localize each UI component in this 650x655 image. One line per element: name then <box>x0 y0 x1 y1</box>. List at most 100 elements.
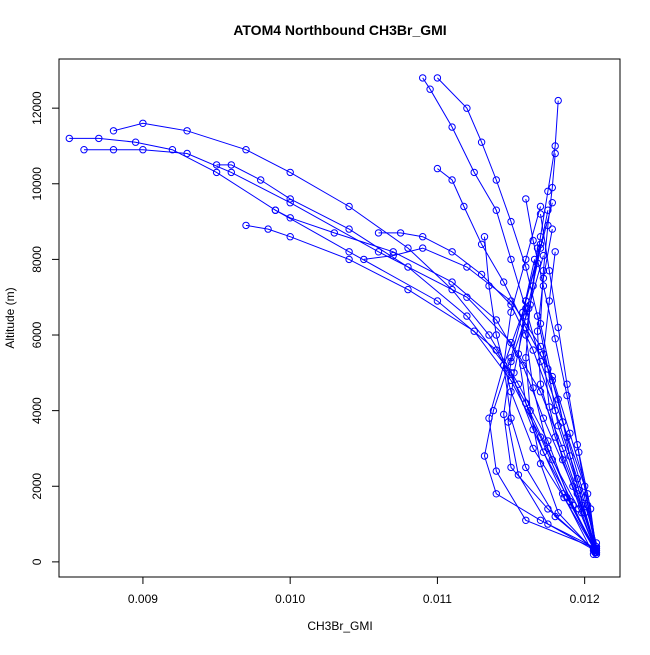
series-line <box>488 259 597 550</box>
plot-area <box>65 74 601 558</box>
y-tick-label: 4000 <box>30 397 44 424</box>
data-point <box>463 104 471 112</box>
data-point <box>131 138 140 146</box>
data-point <box>360 255 368 264</box>
data-point <box>578 509 586 517</box>
data-point <box>448 248 456 256</box>
data-point <box>389 248 397 256</box>
data-point <box>507 217 515 226</box>
data-point <box>212 161 221 169</box>
data-point <box>492 206 500 214</box>
data-point <box>548 199 556 207</box>
data-point <box>536 459 545 468</box>
data-point <box>507 463 515 472</box>
series-line <box>525 248 594 551</box>
data-point <box>551 433 559 441</box>
data-point <box>470 327 478 335</box>
data-point <box>109 146 118 154</box>
series-line <box>503 206 594 549</box>
data-point <box>536 516 545 524</box>
y-tick-label: 0 <box>30 558 44 565</box>
data-point <box>433 74 442 82</box>
data-point <box>480 452 489 460</box>
data-point <box>566 452 574 460</box>
data-point <box>389 251 397 260</box>
series-line <box>113 122 596 549</box>
data-point <box>448 123 456 131</box>
data-point <box>529 236 537 245</box>
data-point <box>80 146 88 154</box>
y-tick-label: 2000 <box>30 473 44 500</box>
x-tick-label: 0.010 <box>275 592 305 606</box>
data-point <box>519 308 527 316</box>
data-point <box>485 331 493 339</box>
data-point <box>545 297 553 305</box>
data-point <box>526 301 534 309</box>
data-point <box>529 384 537 392</box>
data-point <box>330 229 338 237</box>
data-point <box>536 320 545 328</box>
data-point <box>563 380 571 388</box>
x-tick-label: 0.011 <box>423 592 452 606</box>
data-point <box>448 285 456 294</box>
data-point <box>536 210 545 218</box>
data-point <box>227 168 236 177</box>
series-line <box>542 251 597 555</box>
data-point <box>544 187 552 196</box>
data-point <box>551 142 559 150</box>
data-point <box>433 297 442 305</box>
series-line <box>517 202 597 553</box>
data-point <box>404 263 412 271</box>
data-point <box>554 323 562 332</box>
data-point <box>480 233 489 241</box>
data-point <box>448 278 456 286</box>
data-point <box>545 403 553 411</box>
data-point <box>583 501 592 509</box>
data-point <box>477 138 486 146</box>
data-point <box>589 546 598 555</box>
data-point <box>404 285 412 294</box>
data-point <box>139 146 147 154</box>
data-point <box>492 467 500 475</box>
data-point <box>522 255 530 264</box>
data-point <box>563 433 571 441</box>
data-point <box>544 505 552 513</box>
series-8 <box>360 244 599 557</box>
series-line <box>507 210 596 551</box>
y-axis-label: Altitude (m) <box>3 287 17 348</box>
data-point <box>426 85 434 93</box>
data-point <box>525 304 533 313</box>
series-3 <box>109 119 599 553</box>
data-point <box>522 195 530 203</box>
data-point <box>492 176 500 184</box>
data-point <box>227 161 236 169</box>
data-point <box>286 199 294 207</box>
data-point <box>536 380 545 388</box>
data-point <box>522 263 530 271</box>
data-point <box>544 520 552 528</box>
data-point <box>558 456 567 464</box>
data-point <box>109 127 118 135</box>
data-point <box>396 229 405 237</box>
data-point <box>522 399 530 407</box>
data-point <box>419 74 427 82</box>
series-25 <box>522 244 598 555</box>
data-point <box>544 444 552 453</box>
data-point <box>536 357 545 366</box>
data-point <box>544 437 552 445</box>
data-point <box>95 134 103 143</box>
data-point <box>548 225 556 233</box>
data-point <box>470 168 478 177</box>
data-point <box>419 244 427 252</box>
x-axis-label: CH3Br_GMI <box>307 619 372 633</box>
data-point <box>345 225 353 233</box>
data-point <box>404 244 412 252</box>
data-point <box>345 202 353 211</box>
x-tick-label: 0.012 <box>570 592 600 606</box>
y-tick-label: 12000 <box>30 91 44 125</box>
data-point <box>448 176 456 184</box>
series-line <box>69 137 597 553</box>
data-point <box>573 490 581 498</box>
data-point <box>533 244 542 252</box>
